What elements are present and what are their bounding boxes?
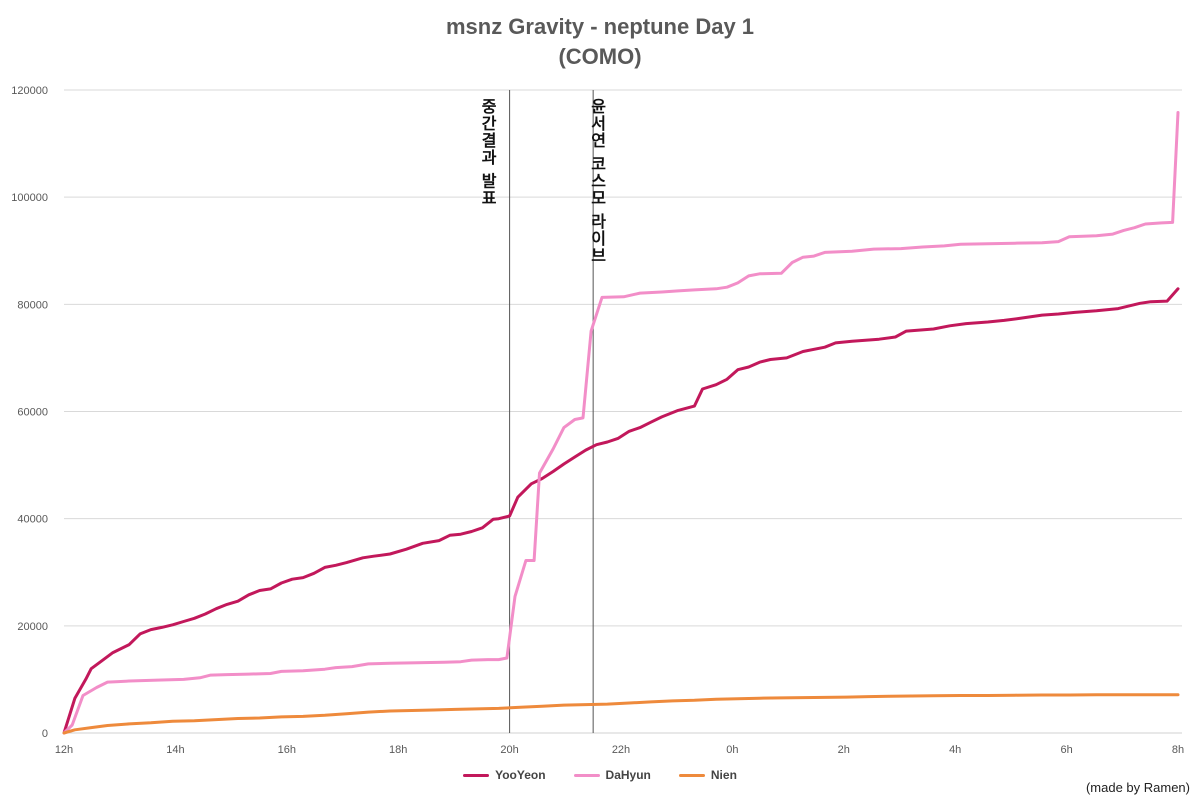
x-tick-label: 0h [726,744,738,756]
x-tick-label: 8h [1172,744,1184,756]
annotation-label: 윤서연 코스모 라이브 [588,98,607,264]
y-tick-label: 60000 [17,407,48,419]
series-line-dahyun [62,111,1180,735]
series-line-yooyeon [62,287,1180,735]
chart-title-line-2: (COMO) [558,44,642,69]
x-tick-label: 22h [612,744,630,756]
x-tick-label: 4h [949,744,961,756]
y-tick-label: 0 [42,728,48,740]
y-tick-label: 120000 [11,85,48,97]
legend-item-yooyeon: YooYeon [463,768,546,782]
chart-title-line-1: msnz Gravity - neptune Day 1 [445,14,755,39]
x-tick-label: 6h [1060,744,1072,756]
y-tick-label: 20000 [17,621,48,633]
series-line-nien [62,693,1180,735]
x-tick-label: 18h [389,744,407,756]
x-tick-label: 14h [166,744,184,756]
y-tick-label: 100000 [11,192,48,204]
legend-label: Nien [710,768,737,782]
x-tick-label: 16h [278,744,296,756]
credit-note: (made by Ramen) [1085,780,1190,795]
legend-swatch [463,773,490,777]
legend-label: DaHyun [605,768,651,782]
legend-label: YooYeon [495,768,546,782]
chart-title: msnz Gravity - neptune Day 1 (COMO) [0,12,1200,72]
x-tick-label: 12h [55,744,73,756]
legend-swatch [678,773,705,777]
legend-item-nien: Nien [678,768,737,782]
chart-legend: YooYeon DaHyun Nien [0,768,1200,782]
x-tick-label: 20h [500,744,518,756]
legend-swatch [573,773,600,777]
annotation-label: 중간결과 발표 [478,98,497,207]
y-tick-label: 80000 [17,299,48,311]
legend-item-dahyun: DaHyun [573,768,651,782]
x-tick-label: 2h [838,744,850,756]
y-tick-label: 40000 [17,514,48,526]
